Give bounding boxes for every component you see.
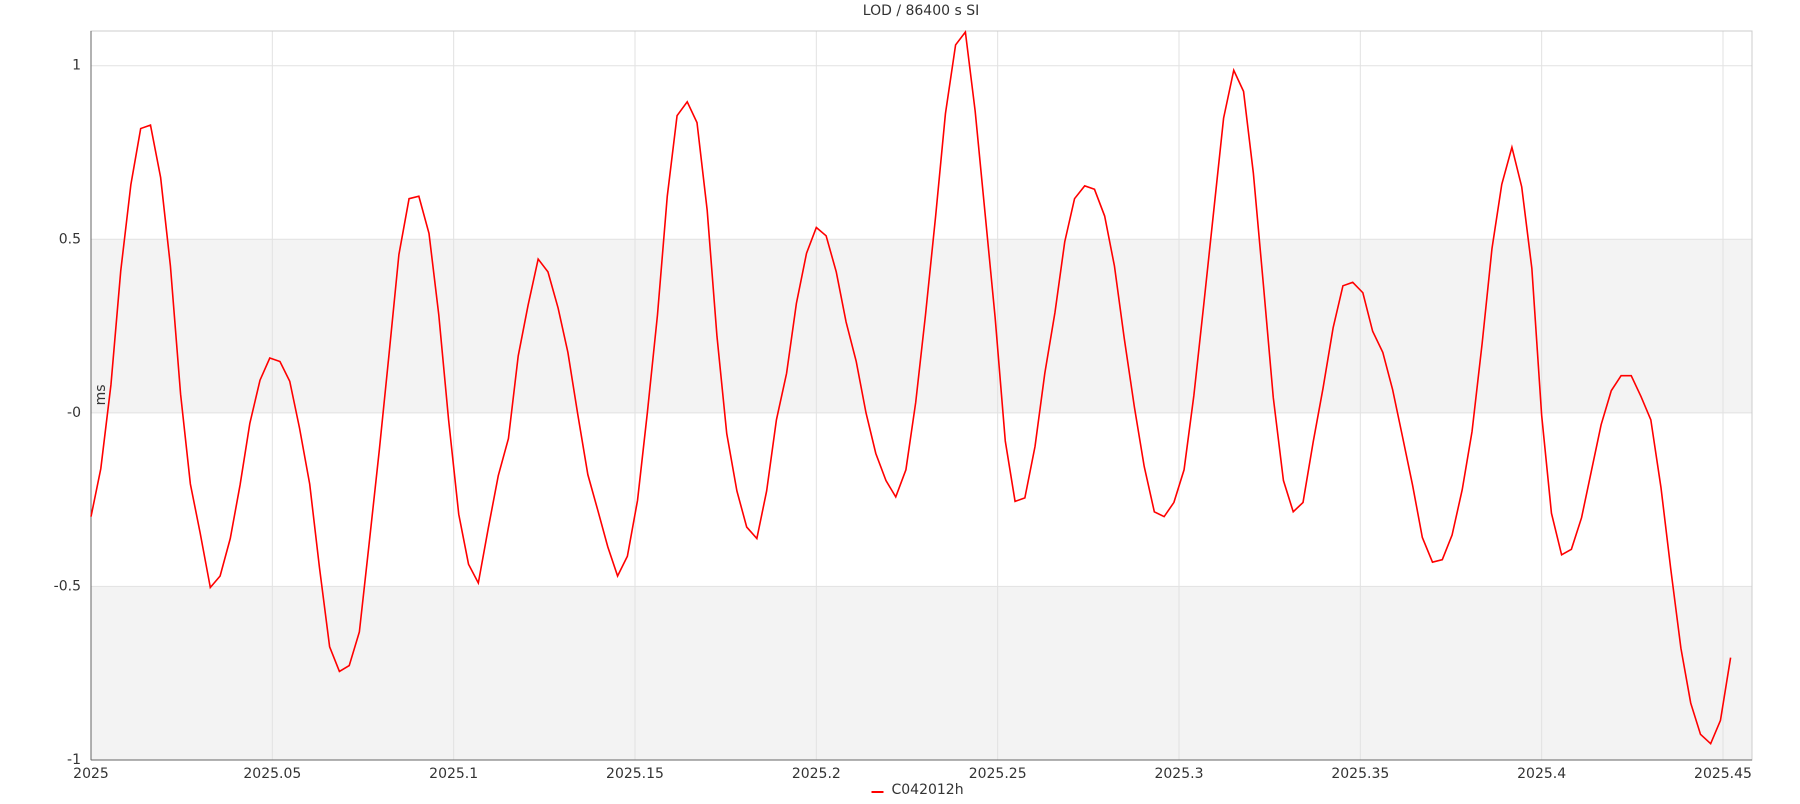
x-tick-label: 2025.2: [792, 766, 841, 782]
y-tick-label: 0.5: [59, 231, 81, 247]
y-tick-label: 1: [72, 58, 81, 74]
legend-label: C042012h: [892, 782, 964, 798]
y-tick-label: -0.5: [54, 578, 81, 594]
x-tick-label: 2025.15: [606, 766, 664, 782]
band: [91, 586, 1752, 760]
y-tick-label: -0: [67, 405, 81, 421]
x-tick-label: 2025.1: [429, 766, 478, 782]
x-tick-label: 2025.4: [1517, 766, 1566, 782]
x-tick-label: 2025.05: [243, 766, 301, 782]
y-tick-label: -1: [67, 752, 81, 768]
y-axis-label: ms: [93, 384, 109, 405]
chart-title: LOD / 86400 s SI: [863, 3, 979, 19]
x-tick-label: 2025.45: [1694, 766, 1752, 782]
x-tick-label: 2025.3: [1154, 766, 1203, 782]
band: [91, 239, 1752, 413]
data-line: [90, 29, 1732, 746]
x-tick-label: 2025.35: [1331, 766, 1389, 782]
x-tick-label: 2025: [73, 766, 109, 782]
x-tick-label: 2025.25: [969, 766, 1027, 782]
